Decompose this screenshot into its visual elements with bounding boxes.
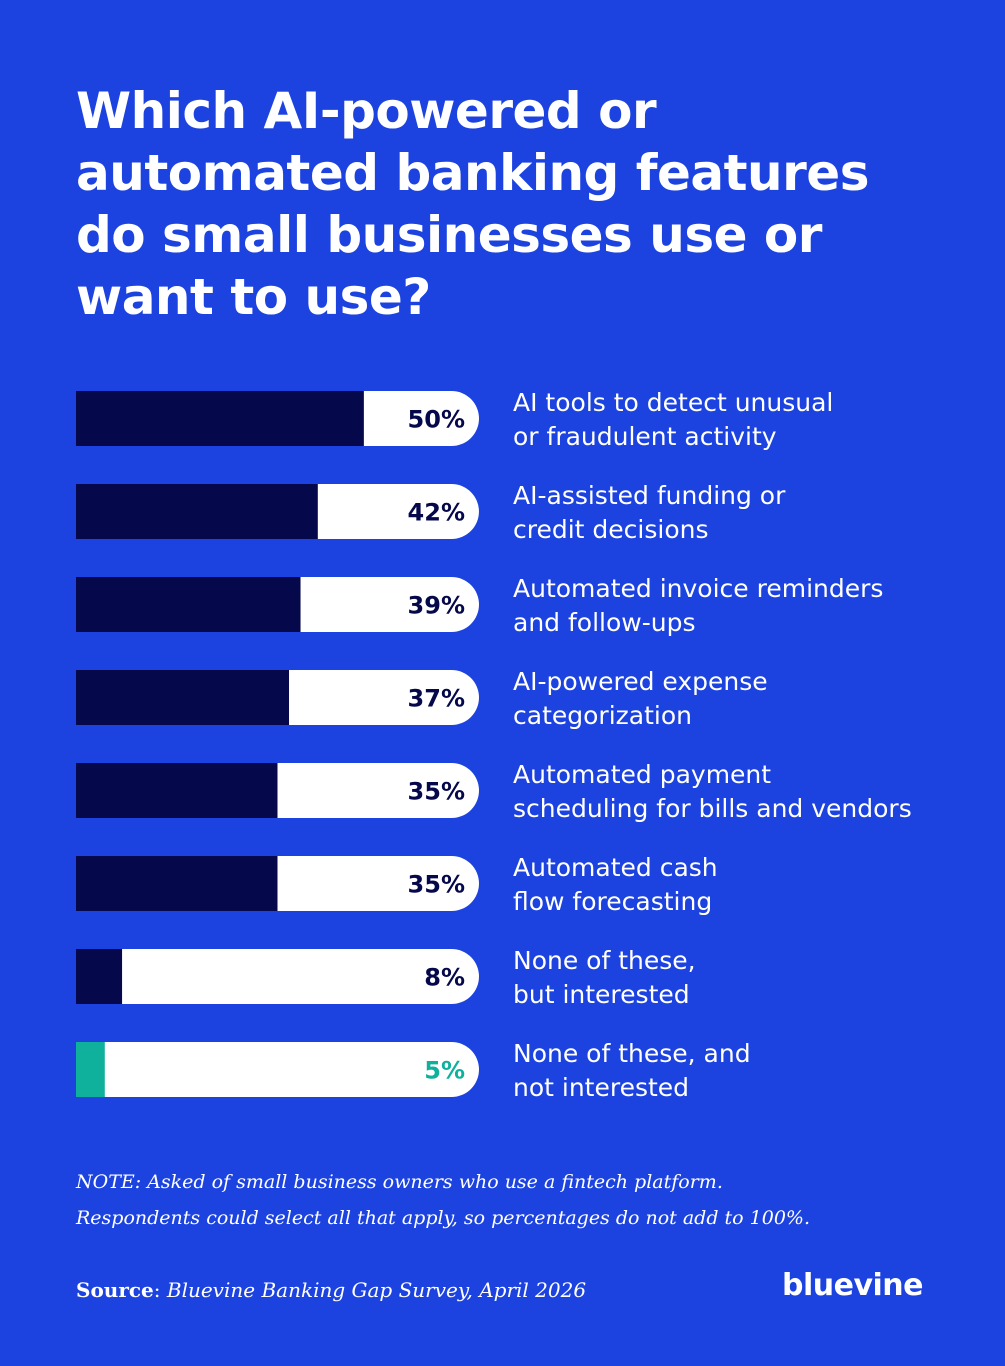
category-label: AI-assisted funding or: [513, 481, 786, 510]
category-label: Automated cash: [513, 853, 718, 882]
category-label: credit decisions: [513, 515, 709, 544]
bar: [76, 949, 123, 1004]
bar: [76, 856, 278, 911]
bar-value-label: 37%: [408, 685, 465, 713]
category-label: scheduling for bills and vendors: [513, 794, 912, 823]
category-label: AI-powered expense: [513, 667, 768, 696]
bar-track: [76, 1042, 479, 1097]
chart-title: Which AI-powered or automated banking fe…: [76, 82, 869, 326]
source-credit: Source: Bluevine Banking Gap Survey, Apr…: [76, 1278, 587, 1302]
note-line-1: NOTE: Asked of small business owners who…: [76, 1171, 723, 1193]
bar: [76, 670, 290, 725]
note-line-2: Respondents could select all that apply,…: [76, 1207, 811, 1229]
category-label: None of these,: [513, 946, 696, 975]
bluevine-logo: bluevine: [782, 1268, 924, 1303]
bar-value-label: 8%: [424, 964, 465, 992]
chart-note: NOTE: Asked of small business owners who…: [76, 1164, 956, 1236]
category-label: or fraudulent activity: [513, 422, 777, 451]
category-label: None of these, and: [513, 1039, 751, 1068]
category-label: and follow-ups: [513, 608, 695, 637]
source-label: Source: [76, 1278, 154, 1302]
bar-value-label: 35%: [408, 871, 465, 899]
source-text: Bluevine Banking Gap Survey, April 2026: [166, 1278, 587, 1302]
bar-value-label: 50%: [408, 406, 465, 434]
bar: [76, 484, 318, 539]
bar: [76, 577, 301, 632]
bar-value-label: 5%: [424, 1057, 465, 1085]
category-label: categorization: [513, 701, 692, 730]
category-label: Automated payment: [513, 760, 771, 789]
bar-value-label: 39%: [408, 592, 465, 620]
bar: [76, 1042, 105, 1097]
category-label: but interested: [513, 980, 690, 1009]
category-label: not interested: [513, 1073, 689, 1102]
bar: [76, 391, 364, 446]
category-label: AI tools to detect unusual: [513, 388, 833, 417]
bar: [76, 763, 278, 818]
bar-value-label: 42%: [408, 499, 465, 527]
category-label: flow forecasting: [513, 887, 712, 916]
category-label: Automated invoice reminders: [513, 574, 883, 603]
bar-value-label: 35%: [408, 778, 465, 806]
bar-track: [76, 949, 479, 1004]
